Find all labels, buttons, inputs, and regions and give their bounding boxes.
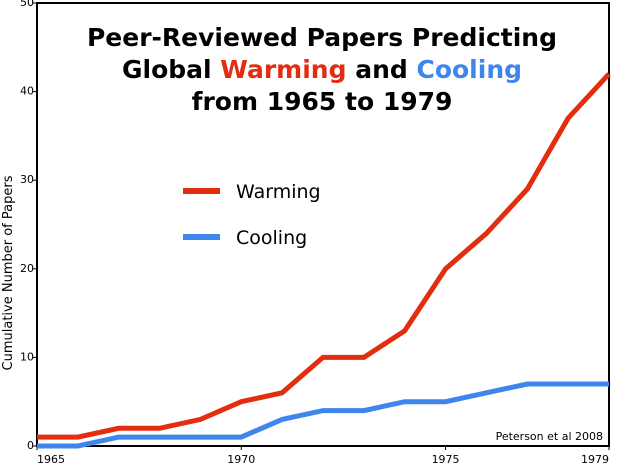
y-tick-label: 10 (20, 350, 34, 363)
x-tick-label: 1975 (432, 453, 460, 465)
x-axis: 1965 1970 1975 1979 (36, 446, 610, 465)
y-tick-label: 50 (20, 0, 34, 9)
series-line-warming (37, 72, 611, 440)
series-line-cooling (37, 381, 609, 449)
x-tick-label: 1979 (581, 453, 609, 465)
y-tick-label: 40 (20, 85, 34, 98)
legend-label-cooling: Cooling (236, 227, 307, 249)
title-line-2-prefix: Global (122, 55, 220, 84)
title-line-1: Peer-Reviewed Papers Predicting (87, 23, 557, 52)
x-tick-label: 1970 (227, 453, 255, 465)
y-tick-label: 0 (27, 439, 34, 452)
y-tick-label: 30 (20, 173, 34, 186)
legend-label-warming: Warming (236, 181, 321, 203)
y-axis-label: Cumulative Number of Papers (1, 175, 16, 370)
plot-area-frame (36, 2, 610, 447)
source-credit: Peterson et al 2008 (496, 430, 603, 443)
series-layer (37, 72, 611, 449)
title-line-2: Global Warming and Cooling (122, 55, 522, 84)
y-axis: 0 10 20 30 40 50 (20, 0, 37, 452)
title-cooling-word: Cooling (416, 55, 522, 84)
chart-title: Peer-Reviewed Papers Predicting Global W… (87, 23, 557, 116)
title-warming-word: Warming (220, 55, 346, 84)
title-line-3: from 1965 to 1979 (192, 87, 453, 116)
x-tick-label: 1965 (37, 453, 65, 465)
title-line-2-mid: and (347, 55, 417, 84)
y-tick-label: 20 (20, 262, 34, 275)
legend: Warming Cooling (183, 181, 321, 249)
